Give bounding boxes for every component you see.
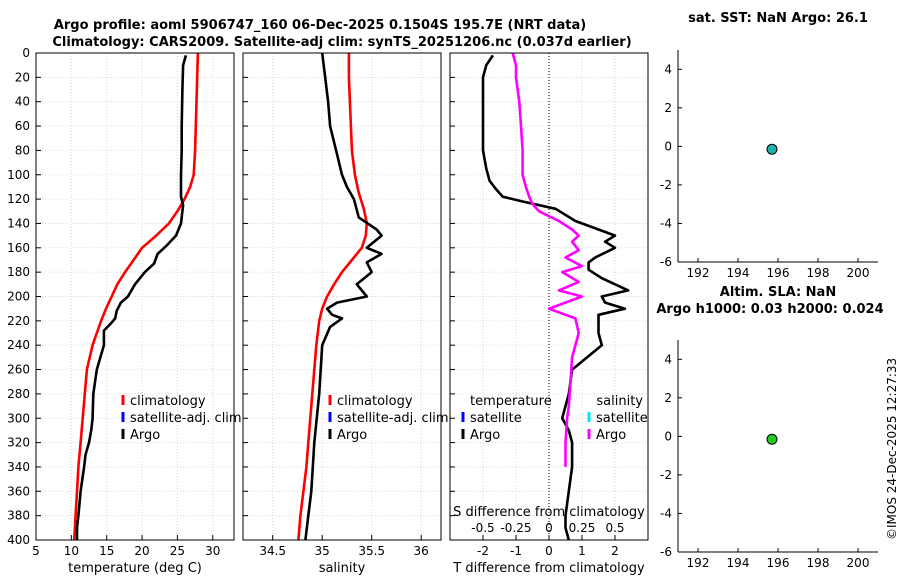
difference-xtick-label: 2 — [611, 544, 619, 558]
sla-xtick-label: 200 — [847, 556, 870, 570]
salinity-legend-label: climatology — [337, 394, 413, 409]
sst-title: sat. SST: NaN Argo: 26.1 — [688, 11, 868, 26]
temperature-legend-label: Argo — [130, 428, 160, 443]
temperature-xtick-label: 30 — [205, 544, 220, 558]
sst-xtick-label: 200 — [847, 266, 870, 280]
sst-xtick-label: 196 — [767, 266, 790, 280]
difference-xtick-label: -2 — [477, 544, 489, 558]
temperature-xlabel: temperature (deg C) — [68, 561, 202, 576]
sst-xtick-label: 194 — [727, 266, 750, 280]
sst-ytick-label: -6 — [660, 255, 672, 269]
salinity-xlabel: salinity — [319, 561, 366, 576]
diff-legend-sal-label: satellite — [596, 411, 648, 426]
salinity-legend-label: Argo — [337, 428, 367, 443]
salinity-xtick-label: 34.5 — [259, 544, 286, 558]
diff-legend-sal-label: Argo — [596, 428, 626, 443]
temperature-series-0 — [72, 52, 200, 541]
depth-tick-label: 280 — [7, 387, 30, 401]
salinity-xtick-label: 36 — [414, 544, 429, 558]
sst-ytick-label: -4 — [660, 216, 672, 230]
sla-ytick-label: -2 — [660, 468, 672, 482]
difference-xlabel: T difference from climatology — [452, 561, 645, 576]
depth-tick-label: 80 — [15, 143, 30, 157]
diff-s-tick-label: -0.25 — [500, 521, 531, 535]
salinity-panel — [242, 52, 442, 541]
depth-tick-label: 340 — [7, 460, 30, 474]
salinity-series-1 — [304, 52, 383, 541]
sla-ytick-label: 2 — [664, 391, 672, 405]
depth-tick-label: 300 — [7, 411, 30, 425]
sla-title-line1: Altim. SLA: NaN — [720, 285, 836, 300]
sla-xtick-label: 198 — [807, 556, 830, 570]
depth-tick-label: 220 — [7, 314, 30, 328]
depth-tick-label: 120 — [7, 192, 30, 206]
temperature-xtick-label: 25 — [170, 544, 185, 558]
diff-legend-temp-title: temperature — [470, 394, 552, 409]
depth-tick-label: 400 — [7, 533, 30, 547]
depth-tick-label: 40 — [15, 95, 30, 109]
depth-tick-label: 360 — [7, 484, 30, 498]
difference-series-1 — [511, 52, 584, 467]
temperature-xtick-label: 20 — [134, 544, 149, 558]
temperature-xtick-label: 10 — [64, 544, 79, 558]
depth-tick-label: 380 — [7, 509, 30, 523]
sst-ytick-label: 4 — [664, 62, 672, 76]
diff-legend-temp-label: Argo — [470, 428, 500, 443]
sla-panel — [677, 340, 878, 553]
depth-tick-label: 160 — [7, 241, 30, 255]
sla-ytick-label: -6 — [660, 545, 672, 559]
diff-s-tick-label: -0.5 — [471, 521, 494, 535]
depth-tick-label: 320 — [7, 436, 30, 450]
salinity-legend-label: satellite-adj. clim — [337, 411, 449, 426]
sst-panel — [677, 50, 878, 263]
diff-s-tick-label: 0.5 — [605, 521, 624, 535]
sla-xtick-label: 194 — [727, 556, 750, 570]
sla-xtick-label: 192 — [687, 556, 710, 570]
figure-title-line1: Argo profile: aoml 5906747_160 06-Dec-20… — [54, 18, 586, 33]
diff-legend-temp-label: satellite — [470, 411, 522, 426]
depth-tick-label: 260 — [7, 363, 30, 377]
sst-point — [766, 143, 778, 155]
temperature-xtick-label: 15 — [99, 544, 114, 558]
depth-tick-label: 240 — [7, 338, 30, 352]
imos-credit: ©IMOS 24-Dec-2025 12:27:33 — [885, 358, 899, 540]
sla-ytick-label: -4 — [660, 506, 672, 520]
salinity-series-0 — [297, 53, 369, 541]
salinity-xtick-label: 35 — [315, 544, 330, 558]
depth-tick-label: 0 — [22, 46, 30, 60]
difference-xtick-label: -1 — [510, 544, 522, 558]
difference-panel — [449, 52, 649, 541]
sla-title-line2: Argo h1000: 0.03 h2000: 0.024 — [656, 302, 883, 317]
temperature-panel — [35, 52, 235, 541]
diff-s-axis-label: S difference from climatology — [453, 505, 645, 520]
sst-xtick-label: 198 — [807, 266, 830, 280]
sla-ytick-label: 0 — [664, 429, 672, 443]
sla-xtick-label: 196 — [767, 556, 790, 570]
sla-point — [766, 433, 778, 445]
temperature-xtick-label: 5 — [32, 544, 40, 558]
sst-xtick-label: 192 — [687, 266, 710, 280]
diff-s-tick-label: 0 — [545, 521, 553, 535]
depth-tick-label: 180 — [7, 265, 30, 279]
depth-tick-label: 60 — [15, 119, 30, 133]
temperature-legend-label: climatology — [130, 394, 206, 409]
difference-xtick-label: 1 — [578, 544, 586, 558]
sst-ytick-label: -2 — [660, 178, 672, 192]
temperature-legend-label: satellite-adj. clim — [130, 411, 242, 426]
depth-tick-label: 20 — [15, 70, 30, 84]
depth-tick-label: 100 — [7, 168, 30, 182]
figure-title-line2: Climatology: CARS2009. Satellite-adj cli… — [52, 35, 631, 50]
temperature-series-1 — [75, 55, 188, 540]
sst-ytick-label: 2 — [664, 101, 672, 115]
depth-tick-label: 140 — [7, 216, 30, 230]
salinity-xtick-label: 35.5 — [358, 544, 385, 558]
diff-legend-sal-title: salinity — [596, 394, 643, 409]
sla-ytick-label: 4 — [664, 352, 672, 366]
depth-tick-label: 200 — [7, 290, 30, 304]
difference-xtick-label: 0 — [545, 544, 553, 558]
diff-s-tick-label: 0.25 — [569, 521, 596, 535]
sst-ytick-label: 0 — [664, 139, 672, 153]
